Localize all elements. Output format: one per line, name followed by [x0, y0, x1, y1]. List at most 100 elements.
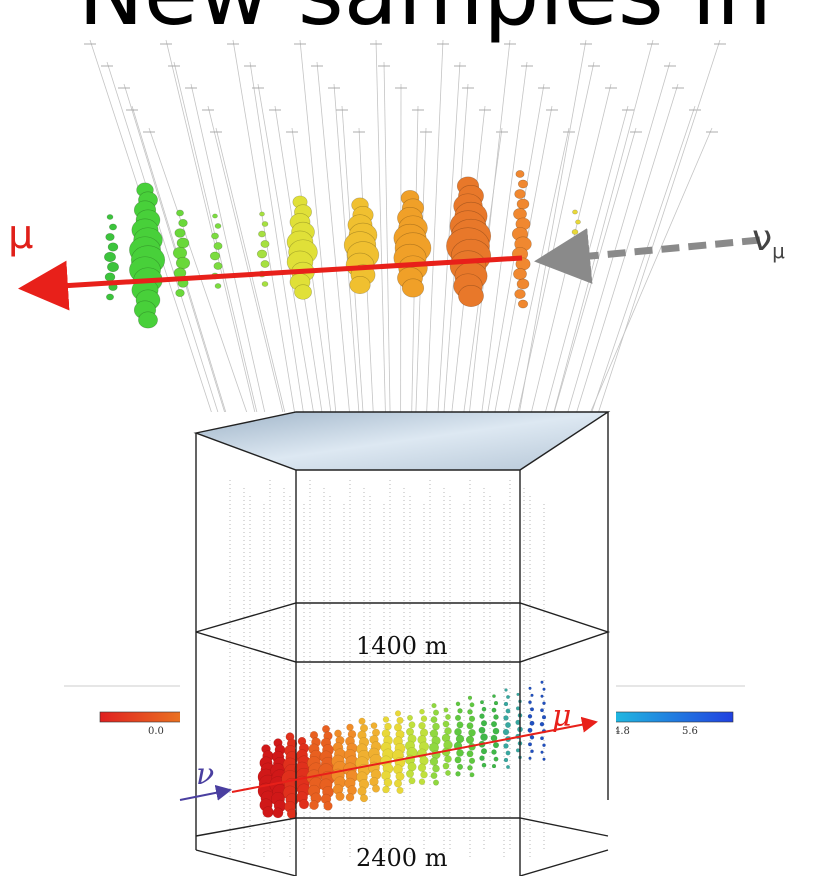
hit-dom	[433, 709, 440, 716]
hit-dom	[417, 763, 427, 772]
hit-dom	[571, 229, 579, 235]
hit-dom	[214, 283, 222, 289]
hit-dom	[465, 735, 475, 744]
hit-dom	[261, 221, 269, 227]
detector-string	[299, 39, 341, 457]
hit-dom	[514, 189, 526, 199]
hit-dom	[401, 278, 425, 298]
muon-track-upper	[18, 255, 523, 311]
hit-dom	[433, 779, 440, 786]
hit-dom	[469, 702, 475, 708]
hit-dom	[542, 757, 546, 761]
detector-string	[586, 127, 713, 421]
hit-dom	[492, 727, 500, 735]
detector-string	[173, 61, 265, 445]
upper-neutrino-label: νμ	[752, 218, 785, 264]
hit-dom	[432, 764, 440, 773]
hit-dom	[503, 715, 509, 721]
hit-dom	[491, 707, 497, 713]
hit-dom	[138, 311, 158, 329]
hit-dom	[467, 709, 473, 715]
hit-dom	[172, 246, 188, 260]
hit-dom	[515, 170, 525, 178]
neutrino-arrow-upper	[534, 228, 761, 284]
hit-dom	[529, 720, 535, 726]
detector-string	[249, 61, 311, 457]
detector-string	[375, 39, 386, 421]
hit-dom	[505, 722, 511, 728]
detector-string	[383, 61, 391, 433]
hit-dom	[480, 733, 488, 742]
hit-dom	[575, 259, 581, 265]
hit-dom	[370, 722, 378, 729]
lower-muon-label: μ	[552, 699, 572, 734]
hit-dom	[505, 750, 511, 756]
hit-dom	[418, 778, 426, 785]
hit-dom	[211, 232, 219, 240]
hit-dom	[384, 722, 392, 731]
detector-string	[435, 61, 461, 445]
hit-dom	[468, 757, 476, 764]
lower-neutrino-label: ν	[196, 757, 214, 792]
hit-dom	[175, 288, 185, 298]
hit-dom	[480, 700, 485, 705]
hit-dom	[294, 284, 312, 300]
detector-string	[576, 105, 696, 457]
hit-dom	[513, 268, 527, 280]
hit-dom	[369, 776, 379, 787]
hit-dom	[106, 214, 114, 220]
detector-string	[257, 83, 316, 421]
hit-dom	[480, 720, 488, 727]
hit-dom	[444, 755, 452, 763]
hit-dom	[107, 242, 119, 252]
slide-title: New samples in	[78, 0, 772, 45]
hit-dom	[420, 715, 428, 722]
hit-dom	[174, 228, 186, 238]
hit-dom	[527, 727, 533, 733]
hit-dom	[503, 757, 509, 763]
hit-dom	[542, 743, 546, 747]
muon-track-lower	[231, 716, 598, 793]
hit-dom	[213, 242, 223, 250]
hit-dom	[357, 786, 367, 796]
hit-dom	[493, 756, 499, 762]
hit-dom	[349, 275, 371, 295]
hit-dom	[479, 755, 485, 761]
hit-dom	[420, 771, 428, 779]
hit-dom	[454, 756, 462, 764]
hit-dom	[503, 743, 509, 749]
hit-dom	[506, 695, 510, 699]
hit-dom	[574, 238, 582, 246]
hit-dom	[407, 714, 413, 721]
hit-dom	[529, 735, 535, 740]
hit-dom	[479, 713, 485, 719]
hit-dom	[516, 692, 520, 696]
hit-dom	[214, 223, 222, 229]
hit-dom	[209, 251, 221, 261]
hit-dom	[442, 762, 450, 770]
colorbar-tick-1: 4.8	[614, 726, 630, 737]
hit-dom	[430, 772, 438, 779]
colorbar-tick-0: 0.0	[148, 726, 164, 737]
hit-dom	[105, 233, 115, 241]
hit-dom	[458, 284, 484, 308]
hit-dom	[109, 223, 117, 231]
hit-dom	[443, 707, 449, 713]
hit-doms-upper	[104, 170, 582, 329]
hit-dom	[346, 723, 354, 731]
colorbar-tick-2: 5.6	[682, 726, 698, 737]
hit-dom	[491, 749, 497, 755]
hit-dom	[529, 707, 535, 712]
detector-string	[551, 39, 654, 421]
hit-dom	[493, 700, 499, 706]
hit-dom	[272, 807, 284, 819]
hit-dom	[455, 771, 461, 777]
hit-doms-lower	[257, 680, 547, 819]
hit-dom	[456, 749, 464, 757]
hit-dom	[490, 721, 498, 728]
hit-dom	[492, 694, 496, 698]
hit-dom	[455, 701, 461, 707]
hit-dom	[259, 211, 265, 217]
hit-dom	[358, 717, 366, 725]
hit-dom	[429, 757, 439, 766]
